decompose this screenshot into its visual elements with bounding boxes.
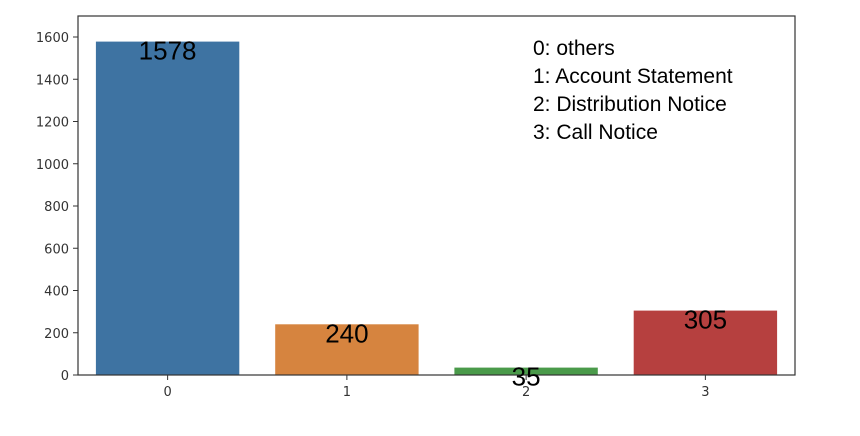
data-label-1: 240 [325, 318, 368, 348]
bar-1 [275, 324, 419, 375]
data-labels-group: 1578 240 35 305 [139, 36, 727, 392]
legend-annotation: 0: others 1: Account Statement 2: Distri… [533, 37, 733, 144]
y-tick-label-1600: 1600 [36, 31, 69, 46]
x-tick-label-0: 0 [163, 385, 171, 400]
x-tick-label-2: 2 [522, 385, 530, 400]
data-label-0: 1578 [139, 36, 197, 66]
y-tick-label-1000: 1000 [36, 158, 69, 173]
bar-3 [633, 310, 778, 375]
x-tick-label-3: 3 [701, 385, 709, 400]
bar-0 [95, 41, 240, 375]
legend-line-2: 2: Distribution Notice [533, 93, 727, 116]
y-tick-label-400: 400 [44, 285, 69, 300]
y-tick-label-1200: 1200 [36, 116, 69, 131]
legend-line-3: 3: Call Notice [533, 121, 658, 144]
y-axis: 0 200 400 600 800 1000 1200 1400 1600 [36, 31, 78, 384]
x-tick-label-1: 1 [343, 385, 351, 400]
data-label-2: 35 [512, 362, 541, 392]
bars-group [95, 41, 778, 375]
y-tick-label-600: 600 [44, 242, 69, 257]
legend-line-1: 1: Account Statement [533, 65, 733, 88]
y-tick-label-1400: 1400 [36, 73, 69, 88]
legend-line-0: 0: others [533, 37, 615, 60]
y-tick-label-200: 200 [44, 327, 69, 342]
y-tick-label-0: 0 [61, 369, 69, 384]
plot-frame [77, 15, 796, 376]
x-axis: 0 1 2 3 [163, 375, 710, 400]
y-tick-label-800: 800 [44, 200, 69, 215]
data-label-3: 305 [684, 305, 727, 335]
bar-2 [454, 367, 598, 375]
